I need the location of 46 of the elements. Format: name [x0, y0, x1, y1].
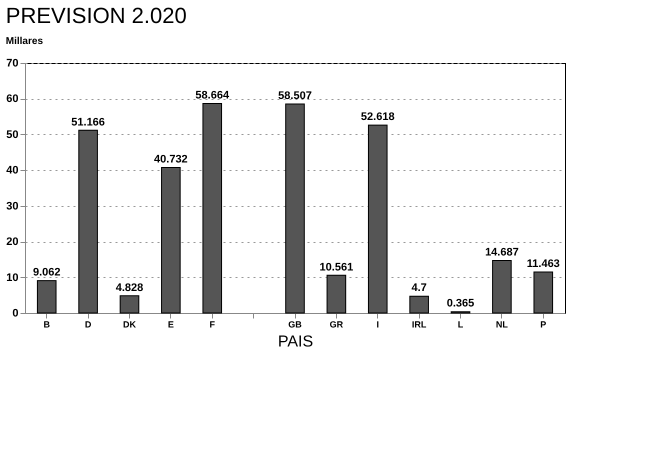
x-tick-label: DK [122, 320, 136, 330]
data-label: 10.561 [320, 261, 354, 274]
bar [326, 274, 346, 314]
data-label: 11.463 [526, 258, 560, 270]
data-label: 0.365 [446, 298, 474, 310]
y-tick-label: 50 [6, 128, 18, 141]
y-tick-label: 60 [6, 93, 18, 106]
data-label: 52.618 [360, 111, 395, 124]
y-tick-label: 30 [6, 200, 18, 212]
y-tick-label: 0 [12, 308, 18, 320]
bar [120, 295, 140, 314]
data-label: 51.166 [71, 116, 105, 128]
data-label: 58.507 [278, 90, 312, 102]
x-tick-label: B [43, 320, 50, 330]
bar [409, 296, 429, 314]
chart-title: PREVISION 2.020 [6, 3, 187, 28]
data-label: 9.062 [32, 266, 60, 279]
x-axis-title: PAIS [278, 334, 314, 350]
data-label: 58.664 [195, 89, 230, 102]
bar [492, 260, 512, 314]
bar [202, 102, 222, 314]
x-tick-label: P [540, 320, 546, 330]
y-tick-label: 10 [6, 272, 18, 284]
y-tick-label: 20 [6, 236, 18, 248]
bar [533, 272, 554, 314]
bar [285, 104, 305, 314]
y-axis-title: Millares [6, 36, 44, 47]
x-tick-label: NL [496, 320, 508, 330]
data-label: 40.732 [154, 154, 188, 166]
x-tick-label: D [84, 320, 92, 330]
data-label: 14.687 [485, 246, 519, 259]
x-tick-label: F [209, 320, 216, 330]
bar [368, 124, 388, 314]
x-tick-label: GR [330, 320, 344, 330]
x-tick-label: IRL [412, 320, 427, 330]
data-label: 4.828 [116, 282, 144, 294]
x-tick-label: E [168, 320, 174, 330]
x-tick-label: I [376, 320, 380, 330]
bar [78, 130, 98, 314]
x-tick-label: GB [288, 320, 302, 330]
y-tick-label: 70 [6, 58, 18, 70]
bar [36, 280, 57, 314]
bar [161, 167, 181, 314]
x-tick-label: L [458, 320, 464, 330]
data-label: 4.7 [411, 282, 427, 294]
y-tick-label: 40 [6, 164, 18, 177]
